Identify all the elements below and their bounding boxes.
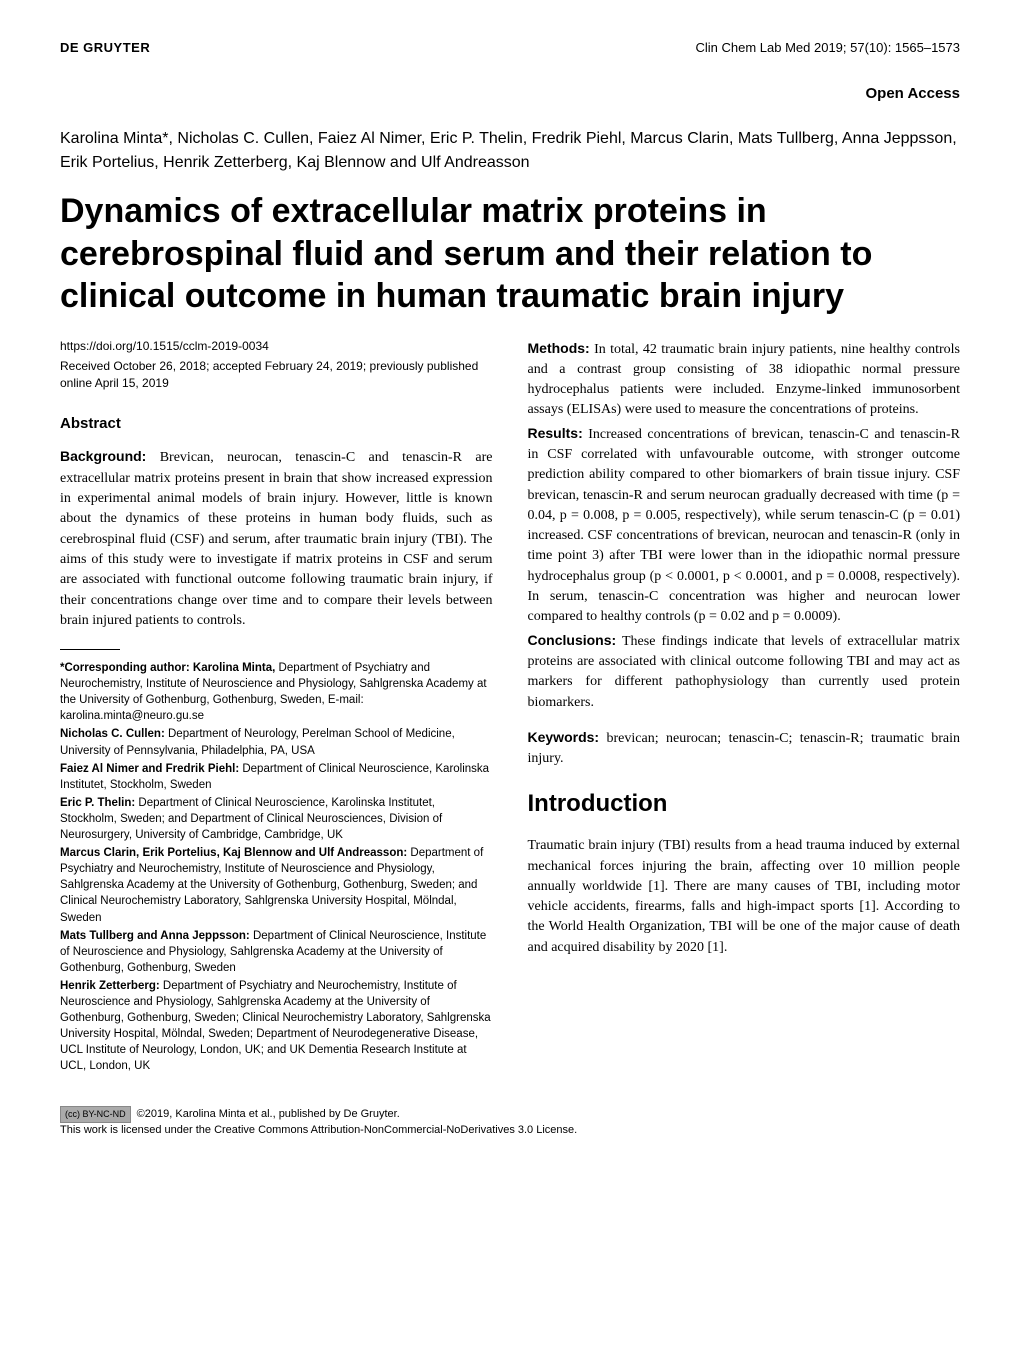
open-access-label: Open Access xyxy=(60,85,960,102)
abstract-methods: Methods: In total, 42 traumatic brain in… xyxy=(528,338,961,421)
abstract-heading: Abstract xyxy=(60,413,493,435)
results-text: Increased concentrations of brevican, te… xyxy=(528,427,961,625)
affil-name: Nicholas C. Cullen: xyxy=(60,728,165,740)
affiliation-item: Marcus Clarin, Erik Portelius, Kaj Blenn… xyxy=(60,845,493,925)
abstract-conclusions: Conclusions: These findings indicate tha… xyxy=(528,630,961,713)
affiliation-item: *Corresponding author: Karolina Minta, D… xyxy=(60,660,493,724)
affil-name: Henrik Zetterberg: xyxy=(60,980,160,992)
affiliations-block: *Corresponding author: Karolina Minta, D… xyxy=(60,660,493,1074)
affiliation-divider xyxy=(60,649,120,650)
conclusions-label: Conclusions: xyxy=(528,632,617,648)
article-title: Dynamics of extracellular matrix protein… xyxy=(60,190,960,318)
header-row: DE GRUYTER Clin Chem Lab Med 2019; 57(10… xyxy=(60,40,960,55)
background-label: Background: xyxy=(60,448,146,464)
affiliation-item: Eric P. Thelin: Department of Clinical N… xyxy=(60,795,493,843)
background-text: Brevican, neurocan, tenascin-C and tenas… xyxy=(60,450,493,627)
abstract-results: Results: Increased concentrations of bre… xyxy=(528,423,961,628)
introduction-heading: Introduction xyxy=(528,787,961,822)
affil-name: Marcus Clarin, Erik Portelius, Kaj Blenn… xyxy=(60,847,407,859)
right-column: Methods: In total, 42 traumatic brain in… xyxy=(528,338,961,1077)
affil-name: Mats Tullberg and Anna Jeppsson: xyxy=(60,930,250,942)
keywords: Keywords: brevican; neurocan; tenascin-C… xyxy=(528,727,961,770)
affil-text: Department of Psychiatry and Neurochemis… xyxy=(60,980,491,1072)
affil-name: Eric P. Thelin: xyxy=(60,797,135,809)
article-dates: Received October 26, 2018; accepted Febr… xyxy=(60,358,493,393)
methods-text: In total, 42 traumatic brain injury pati… xyxy=(528,342,961,418)
license-text: This work is licensed under the Creative… xyxy=(60,1124,577,1136)
doi-link: https://doi.org/10.1515/cclm-2019-0034 xyxy=(60,338,493,355)
footer: (cc) BY-NC-ND ©2019, Karolina Minta et al… xyxy=(60,1106,960,1138)
abstract-background: Background: Brevican, neurocan, tenascin… xyxy=(60,446,493,631)
methods-label: Methods: xyxy=(528,340,590,356)
journal-citation: Clin Chem Lab Med 2019; 57(10): 1565–157… xyxy=(695,40,960,55)
affil-name: Faiez Al Nimer and Fredrik Piehl: xyxy=(60,763,239,775)
results-label: Results: xyxy=(528,425,583,441)
keywords-label: Keywords: xyxy=(528,729,600,745)
publisher-name: DE GRUYTER xyxy=(60,40,150,55)
affiliation-item: Henrik Zetterberg: Department of Psychia… xyxy=(60,978,493,1075)
copyright-text: ©2019, Karolina Minta et al., published … xyxy=(137,1109,400,1121)
affiliation-item: Nicholas C. Cullen: Department of Neurol… xyxy=(60,726,493,758)
affiliation-item: Faiez Al Nimer and Fredrik Piehl: Depart… xyxy=(60,761,493,793)
author-list: Karolina Minta*, Nicholas C. Cullen, Fai… xyxy=(60,127,960,175)
affil-name: *Corresponding author: Karolina Minta, xyxy=(60,662,275,674)
cc-badge-icon: (cc) BY-NC-ND xyxy=(60,1106,131,1123)
left-column: https://doi.org/10.1515/cclm-2019-0034 R… xyxy=(60,338,493,1077)
affiliation-item: Mats Tullberg and Anna Jeppsson: Departm… xyxy=(60,928,493,976)
two-column-layout: https://doi.org/10.1515/cclm-2019-0034 R… xyxy=(60,338,960,1077)
introduction-text: Traumatic brain injury (TBI) results fro… xyxy=(528,836,961,958)
